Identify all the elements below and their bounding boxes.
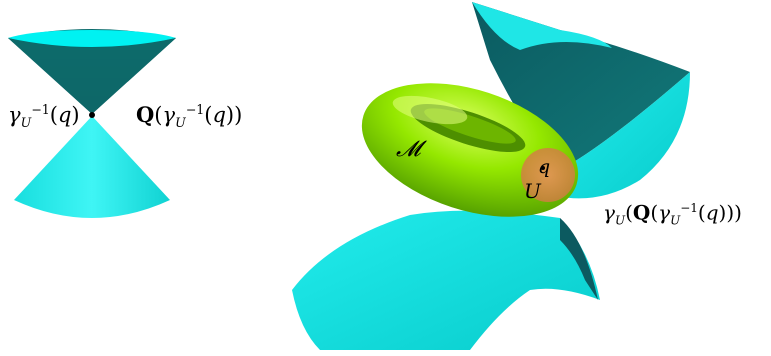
neighborhood-u-label: U	[524, 179, 541, 203]
torus-highlight	[392, 95, 468, 125]
upper-sheet-top-light	[472, 2, 612, 50]
point-q-label: q	[538, 156, 551, 178]
upper-sheet-light	[556, 72, 690, 199]
double-cone	[8, 29, 176, 218]
lower-sheet-dark	[560, 218, 598, 300]
lower-sheet-light	[292, 210, 600, 350]
upper-cone-front	[8, 38, 176, 114]
point-q-dot	[541, 166, 545, 170]
gamma-q-label: γU(Q(γU−1(q)))	[603, 200, 742, 228]
q-operator-label: Q(γU−1(q))	[136, 102, 243, 131]
sheet-surface	[292, 2, 690, 350]
manifold-label: 𝓜	[396, 137, 421, 162]
neighborhood-u	[521, 148, 575, 202]
upper-cone-rim	[8, 30, 176, 47]
cone-apex-point	[89, 112, 95, 118]
gamma-inverse-label: γU−1(q)	[8, 102, 80, 131]
lower-cone	[14, 116, 170, 218]
